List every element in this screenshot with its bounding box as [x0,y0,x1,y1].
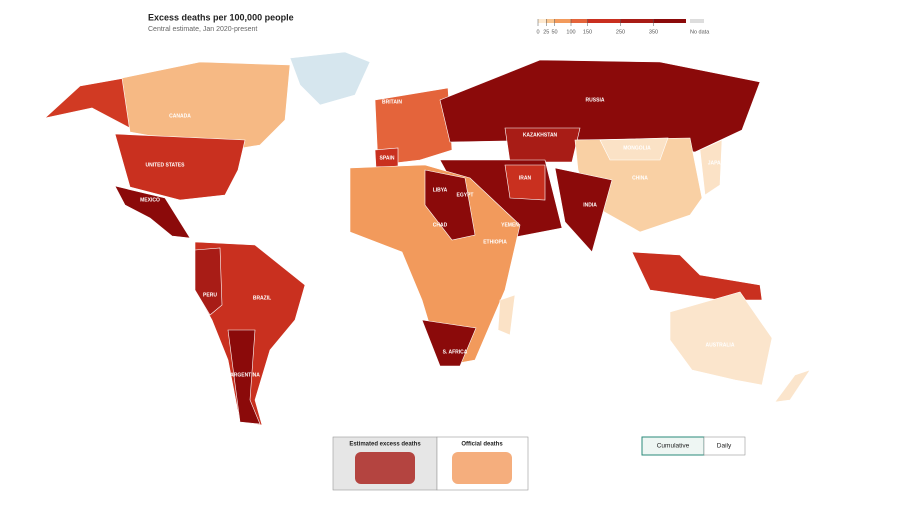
mongolia [599,137,669,161]
legend-swatch [653,19,686,23]
country-label: MONGOLIA [623,145,651,151]
no-data-label: No data [690,29,710,35]
legend-tick-label: 50 [551,29,557,35]
legend-tick-label: 100 [566,29,575,35]
australia [669,291,773,386]
canada [121,61,291,151]
country-label: BRITAIN [382,99,402,105]
country-label: S. AFRICA [443,349,468,355]
country-label: SPAIN [380,155,395,161]
title: Excess deaths per 100,000 people [148,12,294,22]
south-africa [421,319,477,367]
country-label: EGYPT [457,192,474,198]
country-label: ARGENTINA [230,372,260,378]
legend: No data 0 25 50 100 150 250 350 [536,19,710,35]
country-label: INDIA [583,202,597,208]
thumbnail [355,452,415,484]
country-label: CANADA [169,113,191,119]
legend-tick-label: 350 [649,29,658,35]
country-label: ETHIOPIA [483,239,507,245]
country-label: UNITED STATES [146,162,186,168]
country-label: YEMEN [501,222,519,228]
japan [699,139,723,196]
se-asia [631,251,763,301]
country-label: AUSTRALIA [706,342,735,348]
mode-daily[interactable] [703,436,746,456]
africa [349,164,521,367]
legend-swatch [538,19,547,23]
world-map [43,51,811,426]
legend-tick-label: 0 [536,29,539,35]
legend-swatch [587,19,621,23]
country-label: MEXICO [140,197,160,203]
country-label: CHINA [632,175,648,181]
legend-tick-label: 25 [543,29,549,35]
alaska [43,77,131,129]
madagascar [497,294,516,336]
libya-egypt [424,169,476,241]
usa [114,133,246,201]
mode-label: Cumulative [657,443,690,450]
view-label: Official deaths [461,442,503,448]
country-label: PERU [203,292,217,298]
country-labels: CANADA UNITED STATES MEXICO PERU BRAZIL ARGEN… [140,97,735,378]
kazakhstan [504,127,581,163]
iran [504,164,546,201]
legend-tick-label: 150 [583,29,592,35]
argentina [227,329,261,425]
legend-swatch [546,19,555,23]
country-label: IRAN [519,175,532,181]
country-label: BRAZIL [253,295,271,301]
subtitle: Central estimate, Jan 2020-present [148,26,257,33]
new-zealand [774,369,811,403]
mode-label: Daily [717,443,732,450]
legend-tick-label: 250 [616,29,625,35]
legend-swatch [554,19,571,23]
country-label: CHAD [433,222,448,228]
legend-swatch [571,19,588,23]
country-label: RUSSIA [586,97,605,103]
peru [194,247,223,316]
view-label: Estimated excess deaths [349,442,421,448]
russia [439,59,761,153]
greenland [289,51,371,106]
country-label: KAZAKHSTAN [523,132,558,138]
country-label: LIBYA [433,187,448,193]
india [554,167,613,253]
no-data-swatch [690,19,704,23]
view-switch: Estimated excess deaths Official deaths … [332,436,746,491]
legend-swatch [620,19,654,23]
thumbnail [452,452,512,484]
mexico [114,185,191,239]
country-label: JAPAN [708,160,725,166]
